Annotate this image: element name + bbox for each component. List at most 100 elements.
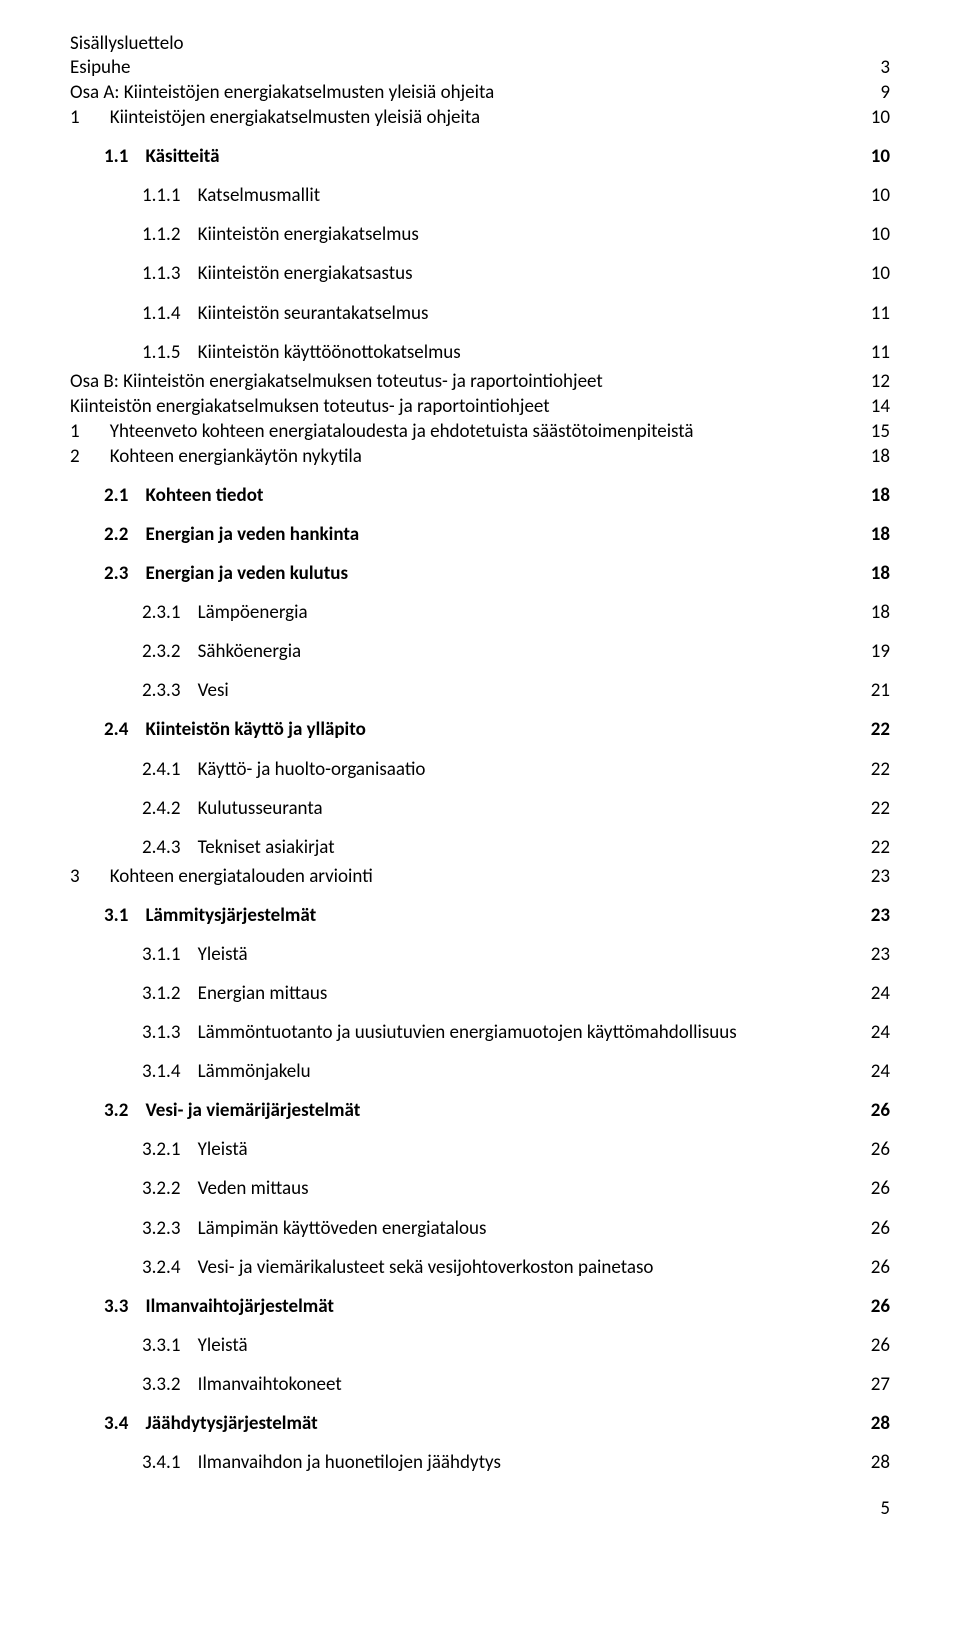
toc-label: 3.1.3 Lämmöntuotanto ja uusiutuvien ener… [142,1020,859,1045]
toc-row: 1 Yhteenveto kohteen energiataloudesta j… [70,419,890,444]
toc-label: 3 Kohteen energiatalouden arviointi [70,864,859,889]
toc-page: 10 [871,105,890,130]
toc-row: 3.1 Lämmitysjärjestelmät23 [70,903,890,928]
page-number: 5 [70,1497,890,1520]
toc-row: 2 Kohteen energiankäytön nykytila 18 [70,444,890,469]
toc-page: 23 [871,864,890,889]
toc-page: 10 [871,144,890,169]
toc-row: 1.1.3 Kiinteistön energiakatsastus10 [70,261,890,286]
toc-row: 3.3 Ilmanvaihtojärjestelmät 26 [70,1294,890,1319]
toc-page: 26 [871,1176,890,1201]
toc-row: Osa B: Kiinteistön energiakatselmuksen t… [70,369,890,394]
toc-page: 14 [871,394,890,419]
toc-row: 3.1.2 Energian mittaus 24 [70,981,890,1006]
toc-row: 1.1.4 Kiinteistön seurantakatselmus 11 [70,301,890,326]
toc-row: 3.1.4 Lämmönjakelu24 [70,1059,890,1084]
toc-page: 10 [871,222,890,247]
toc-row: 3.3.1 Yleistä 26 [70,1333,890,1358]
toc-row: 2.1 Kohteen tiedot 18 [70,483,890,508]
toc-label: 1.1.5 Kiinteistön käyttöönottokatselmus [142,340,859,365]
toc-row: 2.4.3 Tekniset asiakirjat22 [70,835,890,860]
toc-page: 3 [880,55,890,80]
toc-label: 3.3 Ilmanvaihtojärjestelmät [104,1294,859,1319]
toc-label: 2 Kohteen energiankäytön nykytila [70,444,859,469]
toc-label: 2.1 Kohteen tiedot [104,483,859,508]
toc-body: Esipuhe 3 Osa A: Kiinteistöjen energiakats… [70,55,890,1475]
toc-row: Kiinteistön energiakatselmuksen toteutus… [70,394,890,419]
toc-label: 3.1.1 Yleistä [142,942,859,967]
toc-page: 23 [871,942,890,967]
toc-row: Esipuhe 3 [70,55,890,80]
toc-label: 2.3.1 Lämpöenergia [142,600,859,625]
toc-page: 26 [871,1098,890,1123]
toc-page: 9 [880,80,890,105]
toc-row: 3.1.3 Lämmöntuotanto ja uusiutuvien ener… [70,1020,890,1045]
toc-label: 3.2.2 Veden mittaus [142,1176,859,1201]
toc-label: 3.4.1 Ilmanvaihdon ja huonetilojen jäähd… [142,1450,859,1475]
toc-label: 1 Yhteenveto kohteen energiataloudesta j… [70,419,859,444]
toc-row: 1 Kiinteistöjen energiakatselmusten ylei… [70,105,890,130]
toc-row: 2.3.3 Vesi 21 [70,678,890,703]
toc-page: 18 [871,483,890,508]
toc-row: 2.4.1 Käyttö- ja huolto-organisaatio22 [70,757,890,782]
toc-page: 11 [871,301,890,326]
toc-label: 3.1.2 Energian mittaus [142,981,859,1006]
toc-row: 2.4 Kiinteistön käyttö ja ylläpito 22 [70,717,890,742]
toc-label: 3.2 Vesi- ja viemärijärjestelmät [104,1098,859,1123]
toc-page: 18 [871,522,890,547]
toc-page: 15 [871,419,890,444]
toc-page: 26 [871,1294,890,1319]
toc-label: 1.1.1 Katselmusmallit [142,183,859,208]
toc-row: 2.3.2 Sähköenergia19 [70,639,890,664]
toc-page: 22 [871,796,890,821]
toc-row: 3.2.4 Vesi- ja viemärikalusteet sekä ves… [70,1255,890,1280]
toc-row: 1.1 Käsitteitä10 [70,144,890,169]
toc-row: 2.3.1 Lämpöenergia18 [70,600,890,625]
toc-row: 1.1.2 Kiinteistön energiakatselmus 10 [70,222,890,247]
toc-page: 22 [871,717,890,742]
toc-page: 11 [871,340,890,365]
toc-label: 1.1.4 Kiinteistön seurantakatselmus [142,301,859,326]
toc-row: 3.4 Jäähdytysjärjestelmät 28 [70,1411,890,1436]
toc-page: 23 [871,903,890,928]
toc-label: 2.4.3 Tekniset asiakirjat [142,835,859,860]
toc-page: 27 [871,1372,890,1397]
toc-label: 3.1.4 Lämmönjakelu [142,1059,859,1084]
toc-label: 2.4 Kiinteistön käyttö ja ylläpito [104,717,859,742]
toc-row: 2.4.2 Kulutusseuranta22 [70,796,890,821]
toc-label: 2.3.3 Vesi [142,678,859,703]
toc-row: 3.2.1 Yleistä26 [70,1137,890,1162]
toc-label: Esipuhe [70,55,868,80]
toc-row: 1.1.5 Kiinteistön käyttöönottokatselmus 1… [70,340,890,365]
toc-row: 3.3.2 Ilmanvaihtokoneet 27 [70,1372,890,1397]
toc-label: 3.2.1 Yleistä [142,1137,859,1162]
toc-page: 21 [871,678,890,703]
toc-title: Sisällysluettelo [70,32,890,55]
toc-label: 1.1.3 Kiinteistön energiakatsastus [142,261,859,286]
toc-label: Osa B: Kiinteistön energiakatselmuksen t… [70,369,859,394]
toc-row: 3.4.1 Ilmanvaihdon ja huonetilojen jäähd… [70,1450,890,1475]
toc-label: Kiinteistön energiakatselmuksen toteutus… [70,394,859,419]
toc-label: 1.1.2 Kiinteistön energiakatselmus [142,222,859,247]
toc-row: 2.2 Energian ja veden hankinta 18 [70,522,890,547]
toc-page: 26 [871,1255,890,1280]
toc-row: 3.2 Vesi- ja viemärijärjestelmät 26 [70,1098,890,1123]
toc-label: 3.3.2 Ilmanvaihtokoneet [142,1372,859,1397]
toc-page: 24 [871,1020,890,1045]
toc-page: 26 [871,1216,890,1241]
toc-row: 3 Kohteen energiatalouden arviointi 23 [70,864,890,889]
toc-label: Osa A: Kiinteistöjen energiakatselmusten… [70,80,868,105]
toc-page: 18 [871,444,890,469]
toc-label: 2.3.2 Sähköenergia [142,639,859,664]
toc-label: 3.3.1 Yleistä [142,1333,859,1358]
toc-label: 3.2.4 Vesi- ja viemärikalusteet sekä ves… [142,1255,859,1280]
toc-page: 12 [871,369,890,394]
toc-label: 3.2.3 Lämpimän käyttöveden energiatalous [142,1216,859,1241]
toc-page: 28 [871,1411,890,1436]
toc-page: 24 [871,981,890,1006]
toc-row: 1.1.1 Katselmusmallit10 [70,183,890,208]
toc-label: 2.2 Energian ja veden hankinta [104,522,859,547]
toc-page: 22 [871,757,890,782]
toc-label: 3.4 Jäähdytysjärjestelmät [104,1411,859,1436]
toc-page: 26 [871,1333,890,1358]
